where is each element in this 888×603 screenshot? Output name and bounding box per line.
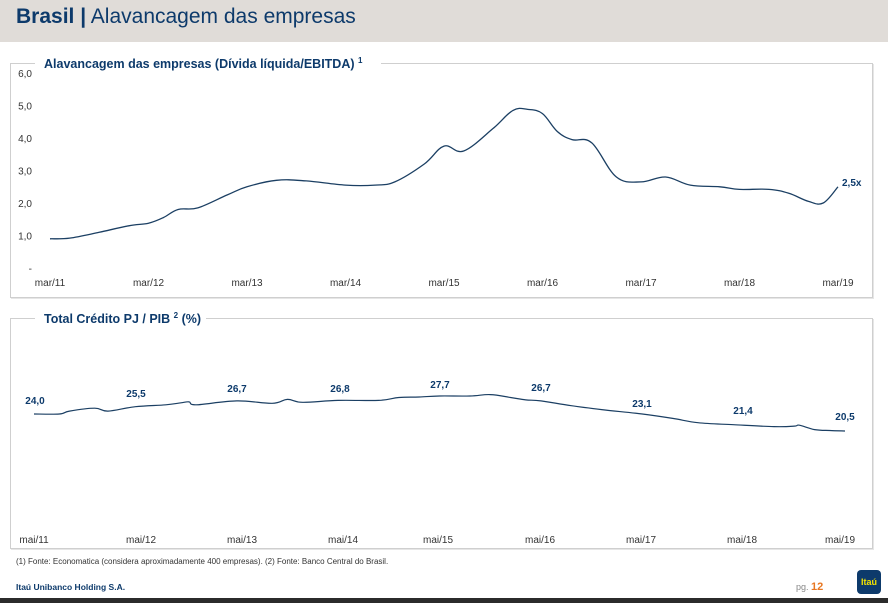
leverage-chart-panel (10, 63, 873, 298)
credit-chart-title-text: Total Crédito PJ / PIB (44, 312, 171, 327)
page-prefix: pg. (796, 582, 809, 592)
page-header: Brasil | Alavancagem das empresas (0, 0, 888, 42)
credit-chart-title-unit: (%) (181, 312, 202, 327)
company-name: Itaú Unibanco Holding S.A. (16, 582, 126, 592)
page-number: pg. 12 (796, 581, 823, 593)
itau-logo: Itaú (857, 570, 881, 594)
leverage-chart-title-text: Alavancagem das empresas (Dívida líquida… (44, 57, 355, 72)
title-separator: | (80, 5, 87, 28)
page-title: Brasil | Alavancagem das empresas (16, 5, 356, 29)
title-subject: Alavancagem das empresas (90, 5, 356, 28)
credit-chart-title-note: 2 (173, 311, 179, 320)
leverage-chart-title: Alavancagem das empresas (Dívida líquida… (40, 56, 367, 72)
source-footnote: (1) Fonte: Economatica (considera aproxi… (16, 557, 389, 566)
credit-chart-title: Total Crédito PJ / PIB 2 (%) (40, 311, 206, 327)
leverage-chart-title-note: 1 (358, 56, 363, 65)
title-country: Brasil (16, 5, 75, 28)
page-number-value: 12 (811, 581, 824, 593)
credit-chart-panel (10, 318, 873, 549)
bottom-bar (0, 598, 888, 603)
